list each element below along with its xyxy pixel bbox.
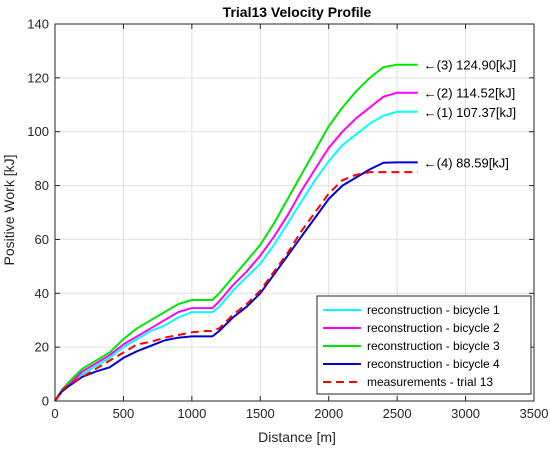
legend-label: reconstruction - bicycle 3	[367, 339, 500, 353]
y-tick-label: 140	[27, 17, 49, 32]
series-line-1	[54, 110, 418, 402]
series-line-3	[54, 63, 418, 402]
legend-label: reconstruction - bicycle 4	[367, 357, 500, 371]
legend: reconstruction - bicycle 1 reconstruction…	[316, 295, 532, 395]
legend-label: reconstruction - bicycle 1	[367, 303, 500, 317]
x-tick-label: 500	[113, 406, 135, 421]
y-tick-label: 100	[27, 124, 49, 139]
y-tick-label: 0	[42, 394, 49, 409]
x-tick-label: 3500	[520, 406, 549, 421]
x-tick-label: 1500	[246, 406, 275, 421]
y-tick-label: 20	[35, 340, 49, 355]
y-tick-label: 80	[35, 178, 49, 193]
value-annotation: ←(4) 88.59[kJ]	[424, 155, 509, 170]
x-tick-label: 2000	[314, 406, 343, 421]
value-annotation: ←(3) 124.90[kJ]	[424, 58, 516, 73]
y-axis-label: Positive Work [kJ]	[1, 155, 17, 266]
y-tick-label: 40	[35, 286, 49, 301]
x-axis-label: Distance [m]	[258, 429, 336, 445]
axes-box	[54, 23, 535, 402]
x-tick-label: 1000	[177, 406, 206, 421]
chart-title: Trial13 Velocity Profile	[223, 4, 372, 20]
legend-label: reconstruction - bicycle 2	[367, 321, 500, 335]
series-line-2	[54, 91, 418, 402]
value-annotation: ←(2) 114.52[kJ]	[424, 86, 516, 101]
series-line-5	[54, 171, 418, 402]
y-tick-label: 60	[35, 232, 49, 247]
x-tick-label: 2500	[383, 406, 412, 421]
series-line-4	[54, 161, 418, 402]
x-tick-label: 3000	[451, 406, 480, 421]
x-tick-label: 0	[51, 406, 58, 421]
legend-label: measurements - trial 13	[367, 375, 493, 389]
value-annotation: ←(1) 107.37[kJ]	[424, 105, 516, 120]
y-tick-label: 120	[27, 70, 49, 85]
